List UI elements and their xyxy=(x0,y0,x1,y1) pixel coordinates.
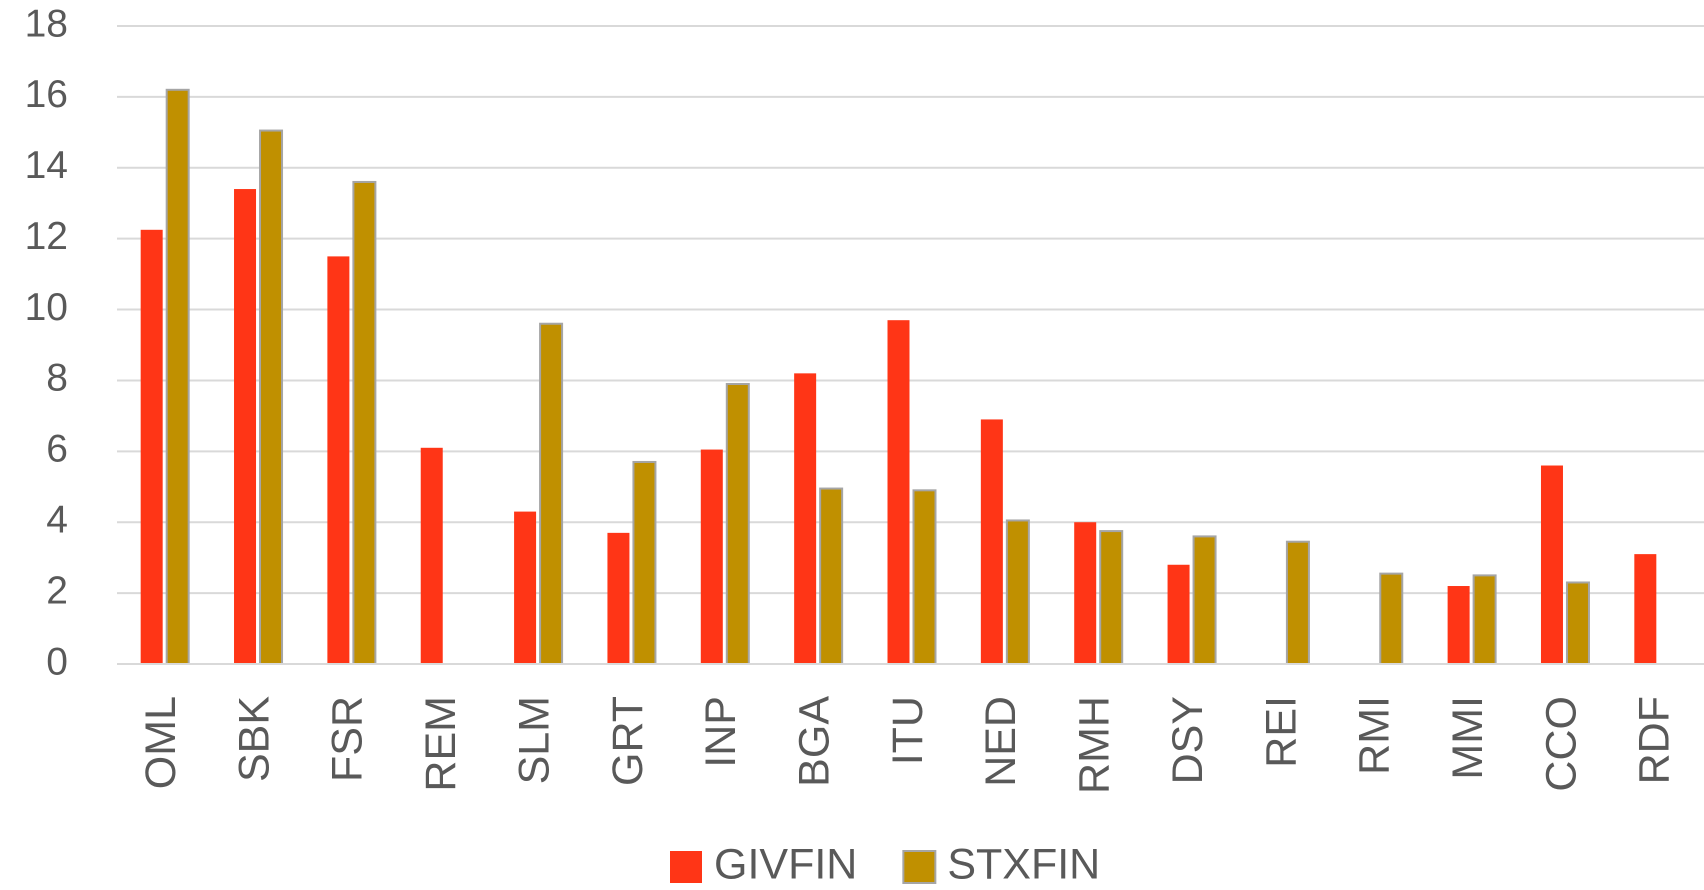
x-tick-label: OML xyxy=(137,696,185,789)
bar xyxy=(887,320,910,664)
x-tick-label: ITU xyxy=(884,696,932,765)
bar xyxy=(1565,581,1590,666)
bar xyxy=(607,532,630,664)
bar xyxy=(327,256,350,664)
y-tick-label: 6 xyxy=(46,428,68,471)
bar xyxy=(1379,572,1404,665)
bar xyxy=(1634,554,1657,664)
x-tick-label: BGA xyxy=(791,696,839,787)
bar xyxy=(794,373,817,664)
y-tick-label: 0 xyxy=(46,640,68,683)
bar xyxy=(632,460,657,666)
y-tick-label: 12 xyxy=(25,215,68,258)
y-tick-label: 2 xyxy=(46,569,68,612)
x-tick-label: INP xyxy=(697,696,745,768)
bar xyxy=(1472,574,1497,666)
x-tick-label: SLM xyxy=(510,696,558,784)
bar xyxy=(1285,540,1310,666)
x-tick-label: GRT xyxy=(604,696,652,786)
bar xyxy=(1005,519,1030,666)
x-tick-label: DSY xyxy=(1164,696,1212,784)
bar xyxy=(259,129,284,666)
bar xyxy=(1540,465,1563,664)
y-tick-label: 4 xyxy=(46,499,68,542)
bar xyxy=(1192,535,1217,666)
y-tick-label: 14 xyxy=(25,144,68,187)
x-tick-label: REM xyxy=(417,696,465,792)
y-tick-label: 16 xyxy=(25,73,68,116)
bar xyxy=(420,447,443,664)
bar xyxy=(819,487,844,665)
x-tick-label: RMH xyxy=(1071,696,1119,794)
bar xyxy=(1167,564,1190,664)
legend-swatch xyxy=(670,851,702,883)
y-tick-label: 18 xyxy=(25,2,68,45)
legend-label: STXFIN xyxy=(947,840,1100,888)
bar xyxy=(140,229,163,665)
legend-swatch xyxy=(902,850,937,884)
x-tick-label: REI xyxy=(1257,696,1305,768)
bar xyxy=(352,180,377,665)
bar xyxy=(980,419,1003,664)
bar xyxy=(1099,530,1124,665)
bar xyxy=(234,189,257,665)
x-tick-label: MMI xyxy=(1444,696,1492,780)
bar xyxy=(1074,522,1097,664)
x-tick-label: RDF xyxy=(1631,696,1679,784)
bar xyxy=(725,382,750,665)
bar xyxy=(514,511,537,664)
y-tick-label: 8 xyxy=(46,357,68,400)
y-tick-label: 10 xyxy=(25,286,68,329)
x-tick-label: FSR xyxy=(324,696,372,782)
legend-label: GIVFIN xyxy=(714,840,857,888)
bar xyxy=(700,449,723,664)
bar xyxy=(539,322,564,665)
x-tick-label: CCO xyxy=(1537,696,1585,792)
bar xyxy=(1447,586,1470,664)
x-tick-label: SBK xyxy=(230,696,278,782)
bar xyxy=(912,489,937,666)
x-tick-label: RMI xyxy=(1351,696,1399,775)
bar xyxy=(165,88,190,666)
x-tick-label: NED xyxy=(977,696,1025,787)
